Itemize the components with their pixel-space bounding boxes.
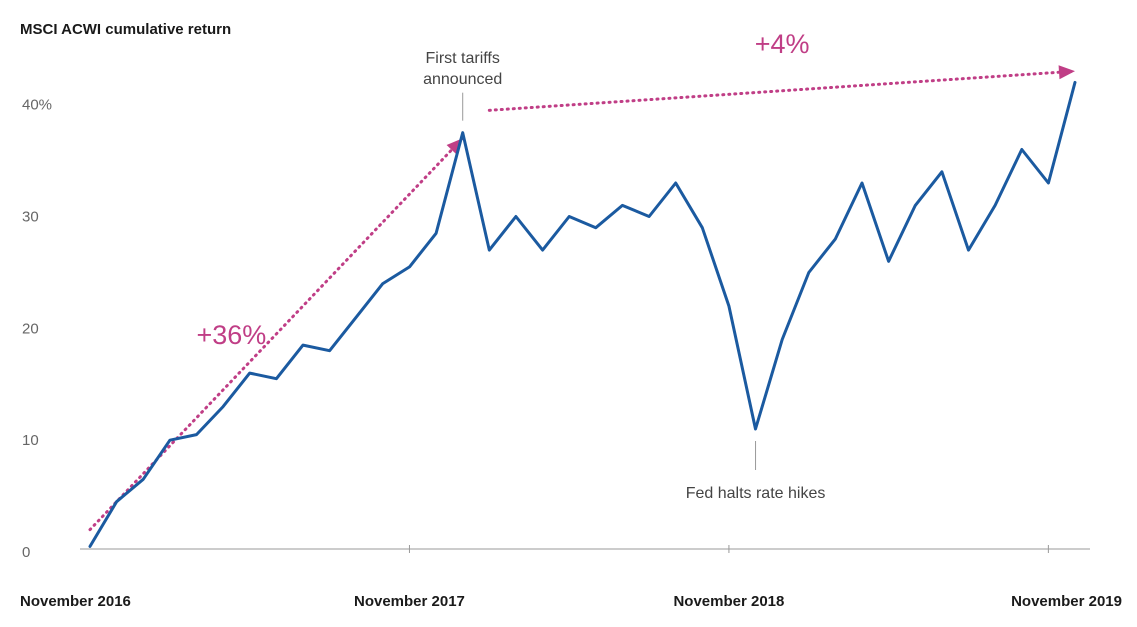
x-axis-ticks: November 2016 November 2017 November 2018 N… [20, 545, 1122, 610]
y-tick-label: 40% [22, 97, 52, 114]
trend-arrow-line [487, 69, 1077, 112]
x-tick-label: November 2018 [673, 593, 784, 610]
y-tick-label: 30 [22, 209, 39, 226]
annotation-label: First tariffs announced [423, 50, 502, 88]
y-tick-label: 10 [22, 432, 39, 449]
annotations: First tariffs announced Fed halts rate hik… [423, 50, 825, 502]
chart-title: MSCI ACWI cumulative return [20, 21, 231, 38]
trend-arrows: +36% +4% [88, 29, 1077, 532]
y-tick-label: 20 [22, 320, 39, 337]
series-line-msci-acwi [88, 80, 1077, 548]
y-axis-ticks: 0 10 20 30 40% [22, 97, 52, 561]
y-tick-label: 0 [22, 544, 30, 561]
trend-arrow-head [1058, 65, 1075, 80]
x-tick-label: November 2019 [1011, 593, 1122, 610]
trend-label: +4% [755, 29, 810, 59]
x-tick-label: November 2016 [20, 593, 131, 610]
annotation-label: Fed halts rate hikes [686, 485, 826, 502]
x-tick-label: November 2017 [354, 593, 465, 610]
trend-arrow-line [88, 136, 465, 532]
trend-label: +36% [196, 320, 266, 350]
